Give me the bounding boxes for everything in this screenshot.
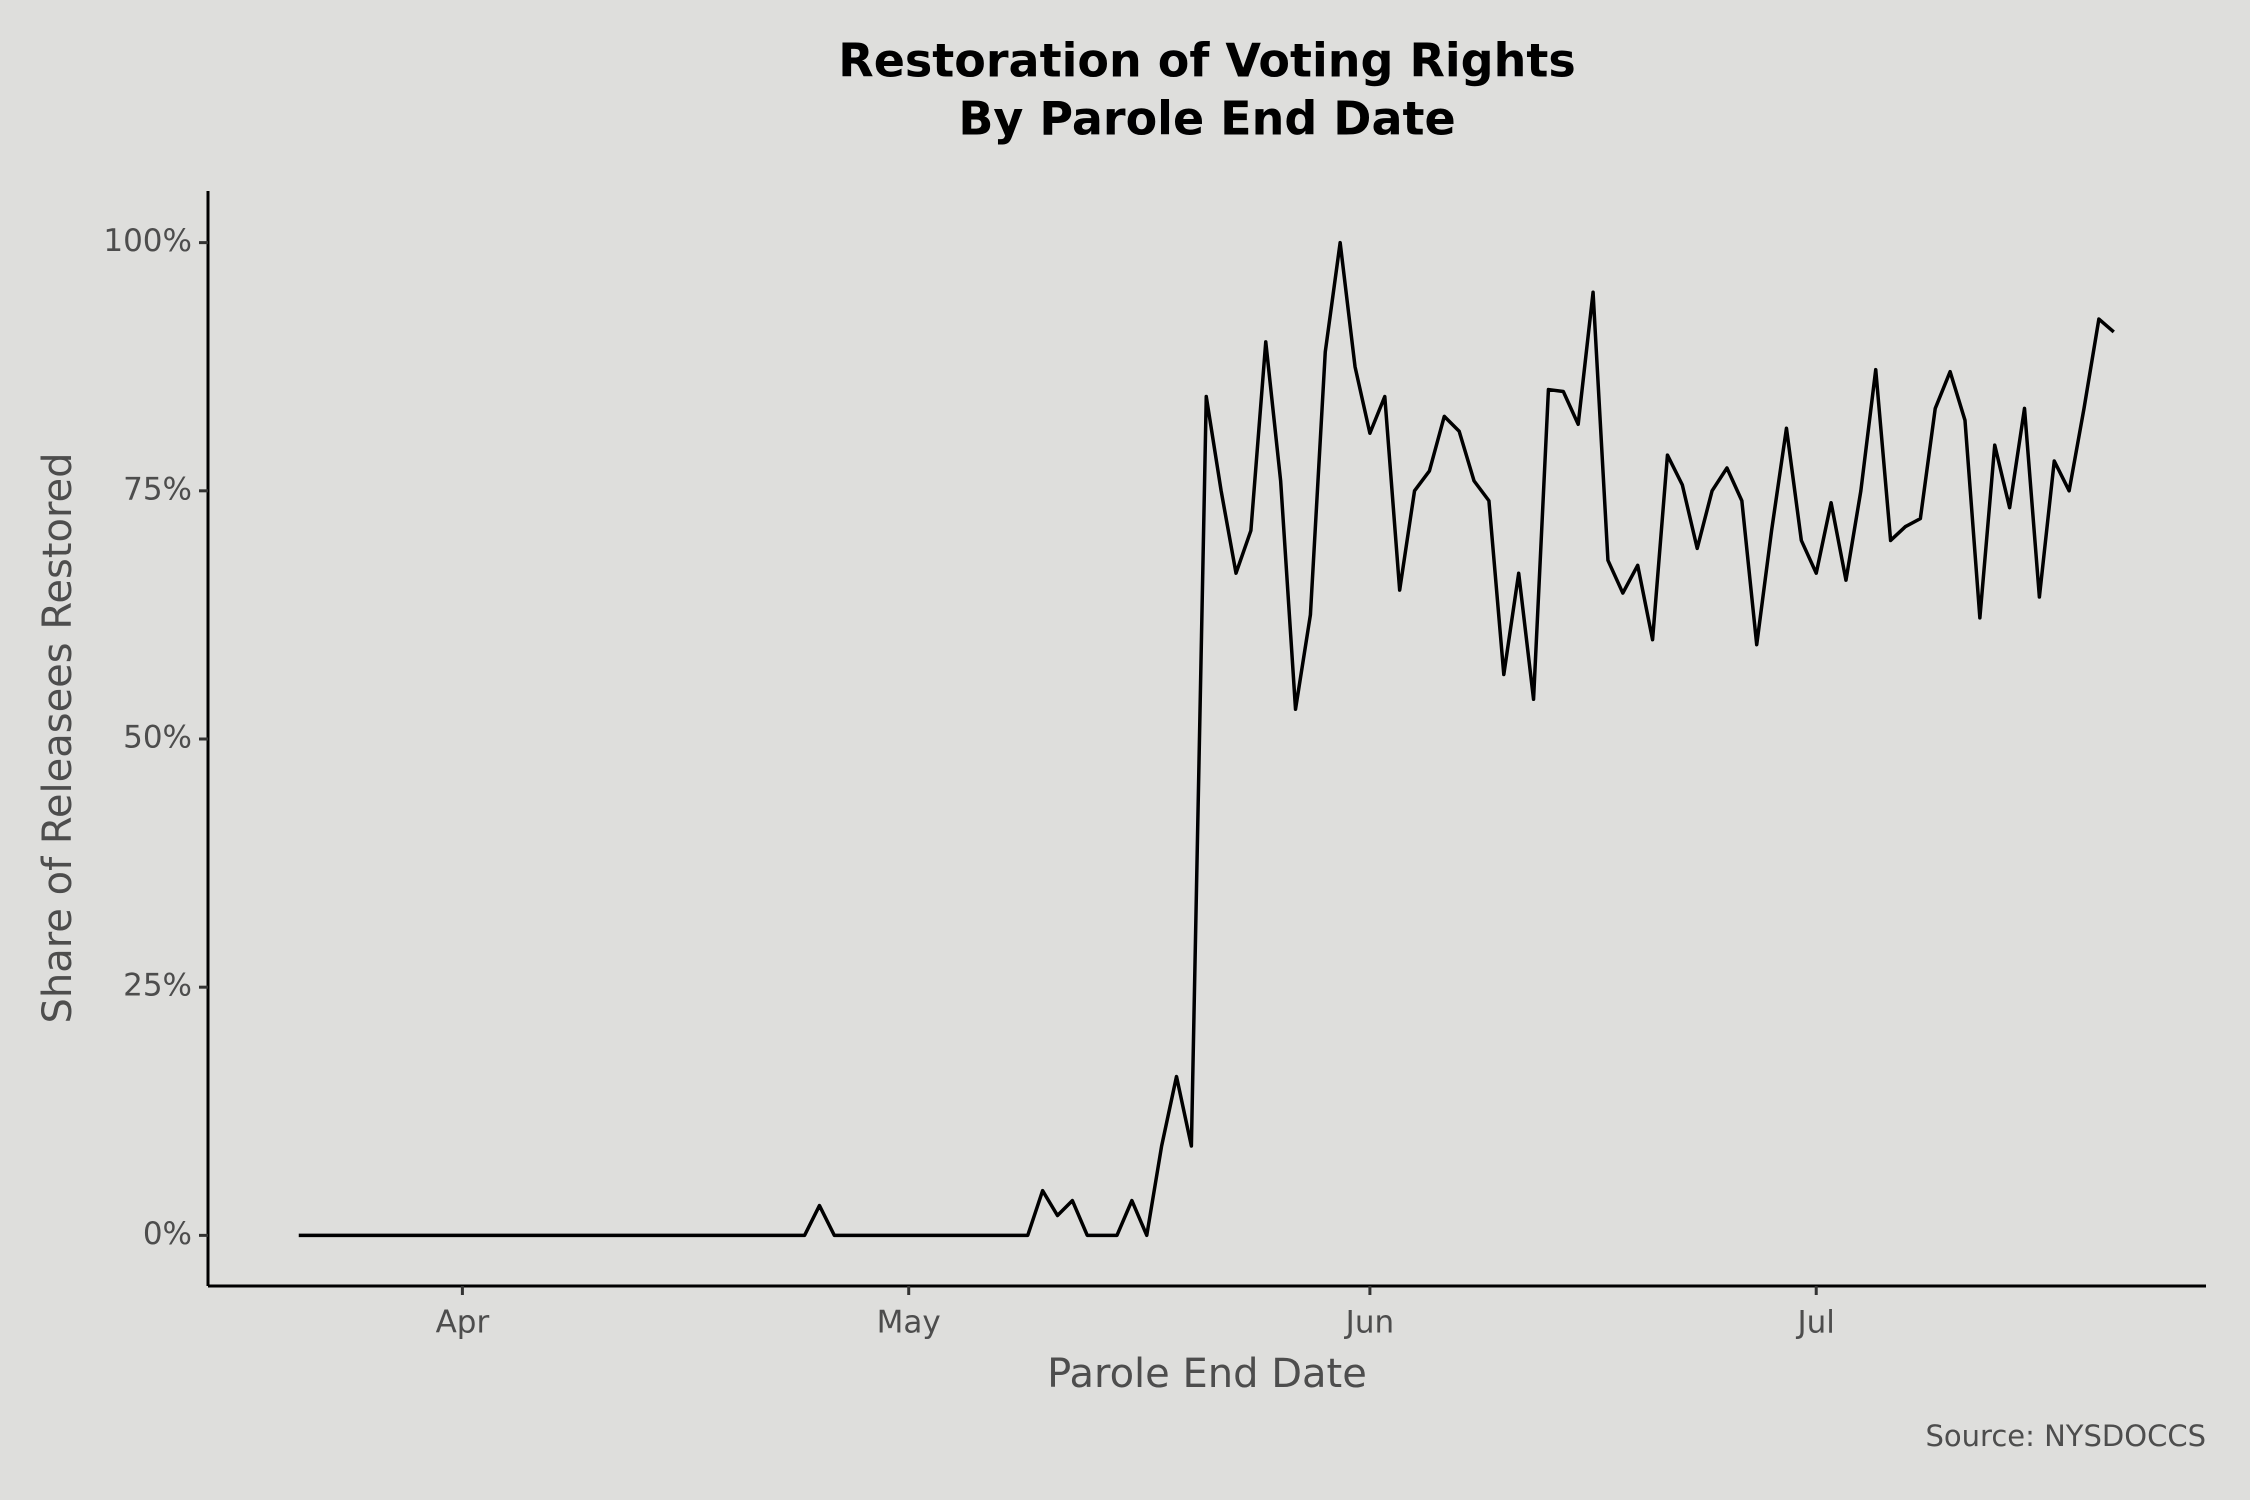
data-line [298,240,2115,1238]
x-tick-label: Jun [1344,1305,1394,1341]
x-tick-label: Apr [436,1305,490,1341]
y-tick-label: 25% [123,968,192,1004]
x-tick-label: Jul [1796,1305,1835,1341]
y-tick-label: 50% [123,719,192,755]
y-axis-title: Share of Releasees Restored [35,452,81,1023]
chart-title: By Parole End Date [958,92,1455,146]
y-tick-label: 0% [143,1216,192,1252]
y-tick-label: 75% [123,471,192,507]
x-axis-title: Parole End Date [1047,1351,1367,1397]
y-tick-label: 100% [103,223,192,259]
caption: Source: NYSDOCCS [1926,1419,2206,1453]
chart-title: Restoration of Voting Rights [838,34,1575,88]
x-tick-label: May [877,1305,941,1341]
